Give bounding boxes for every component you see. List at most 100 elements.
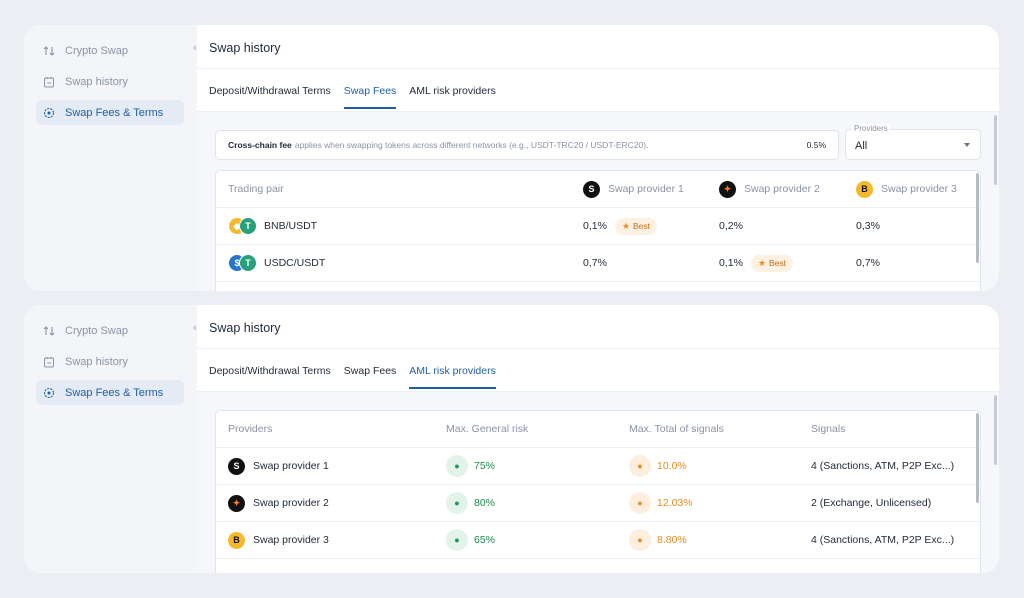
sidebar: ‹ Crypto Swap Swap history Swap Fees & T… xyxy=(24,305,197,573)
sidebar-item-swap-history[interactable]: Swap history xyxy=(36,349,184,374)
total-signals-cell: ● 8.80% xyxy=(629,522,687,558)
trading-pair-label: USDC/USDT xyxy=(264,257,326,269)
page-scrollbar[interactable] xyxy=(994,395,997,465)
collapse-sidebar-icon[interactable]: ‹ xyxy=(193,42,197,54)
sidebar-item-crypto-swap[interactable]: Crypto Swap xyxy=(36,318,184,343)
divider xyxy=(197,68,999,69)
sidebar-item-swap-history[interactable]: Swap history xyxy=(36,69,184,94)
sidebar-item-swap-fees-terms[interactable]: Swap Fees & Terms xyxy=(36,380,184,405)
aml-providers-table: Providers Max. General risk Max. Total o… xyxy=(215,410,981,573)
trading-pair-label: BNB/USDT xyxy=(264,220,318,232)
risk-drop-icon: ● xyxy=(629,492,651,514)
column-header-general-risk: Max. General risk xyxy=(446,423,529,435)
best-badge: ★ Best xyxy=(750,254,794,272)
table-row[interactable]: ◆ T BNB/USDT 0,1% ★ Best 0,2% 0,3% xyxy=(216,208,980,245)
tab-swap-fees[interactable]: Swap Fees xyxy=(343,365,397,377)
main-content: Swap history Deposit/Withdrawal Terms Sw… xyxy=(197,305,999,573)
history-icon xyxy=(43,76,55,88)
general-risk-cell: ● 65% xyxy=(446,522,495,558)
column-header-trading-pair: Trading pair xyxy=(228,183,284,195)
signals-cell: 4 (Sanctions, ATM, P2P Exc...) xyxy=(811,460,955,472)
provider-1-fee: 0,1% ★ Best xyxy=(583,208,658,244)
provider-3-fee: 0,7% xyxy=(856,257,880,269)
header-label: Swap provider 3 xyxy=(881,183,957,195)
providers-select-label: Providers xyxy=(852,124,890,133)
general-risk-value: 75% xyxy=(474,460,496,472)
provider-3-fee: 0,3% xyxy=(856,220,880,232)
sidebar-item-label: Swap history xyxy=(65,355,128,368)
sidebar-item-swap-fees-terms[interactable]: Swap Fees & Terms xyxy=(36,100,184,125)
main-content: Swap history Deposit/Withdrawal Terms Sw… xyxy=(197,25,999,291)
tab-bar: Deposit/Withdrawal Terms Swap Fees AML r… xyxy=(209,365,509,389)
table-scrollbar[interactable] xyxy=(976,173,979,263)
provider-cell: S Swap provider 1 xyxy=(228,448,329,484)
general-risk-cell: ● 80% xyxy=(446,485,495,521)
trading-pair-cell: ◆ T BNB/USDT xyxy=(228,208,317,244)
divider xyxy=(197,391,999,392)
general-risk-value: 80% xyxy=(474,497,496,509)
provider-1-fee: 0,7% xyxy=(583,257,607,269)
providers-select[interactable]: Providers All xyxy=(845,124,981,160)
divider xyxy=(197,111,999,112)
provider-2-fee: 0,1% ★ Best xyxy=(719,245,794,281)
tab-deposit-withdrawal-terms[interactable]: Deposit/Withdrawal Terms xyxy=(209,85,331,97)
provider-cell: ✦ Swap provider 2 xyxy=(228,485,329,521)
general-risk-value: 65% xyxy=(474,534,496,546)
table-scrollbar[interactable] xyxy=(976,413,979,503)
header-label: Swap provider 2 xyxy=(744,183,820,195)
coin-pair-icon: ◆ T xyxy=(228,217,258,235)
swap-provider-3-logo-icon: B xyxy=(856,180,873,198)
swap-arrows-icon xyxy=(43,325,55,337)
column-header-provider-1: S Swap provider 1 xyxy=(583,171,684,207)
column-header-total-signals: Max. Total of signals xyxy=(629,423,724,435)
page-scrollbar[interactable] xyxy=(994,115,997,185)
page-title: Swap history xyxy=(209,321,281,335)
signals-cell: 4 (Sanctions, ATM, P2P Exc...) xyxy=(811,534,955,546)
risk-drop-icon: ● xyxy=(446,492,468,514)
star-icon: ★ xyxy=(757,257,767,268)
swap-fees-table: Trading pair S Swap provider 1 ✦ Swap pr… xyxy=(215,170,981,291)
provider-name: Swap provider 3 xyxy=(253,534,329,546)
cross-chain-fee-note: Cross-chain fee applies when swapping to… xyxy=(215,130,839,160)
best-label: Best xyxy=(633,221,651,231)
swap-fees-panel: ‹ Crypto Swap Swap history Swap Fees & T… xyxy=(24,25,999,291)
provider-name: Swap provider 2 xyxy=(253,497,329,509)
coin-pair-icon: $ T xyxy=(228,254,258,272)
tab-aml-risk-providers[interactable]: AML risk providers xyxy=(409,85,496,97)
table-header: Providers Max. General risk Max. Total o… xyxy=(216,411,980,448)
table-row[interactable]: ✦ Swap provider 2 ● 80% ● 12.03% 2 (Exchan… xyxy=(216,485,980,522)
total-signals-cell: ● 10.0% xyxy=(629,448,687,484)
aml-risk-panel: ‹ Crypto Swap Swap history Swap Fees & T… xyxy=(24,305,999,573)
sidebar-item-label: Swap Fees & Terms xyxy=(65,386,164,399)
tab-deposit-withdrawal-terms[interactable]: Deposit/Withdrawal Terms xyxy=(209,365,331,377)
trading-pair-cell xyxy=(228,282,264,291)
risk-drop-icon: ● xyxy=(446,455,468,477)
fee-value: 0,1% xyxy=(719,257,743,269)
fee-value: 0,1% xyxy=(583,220,607,232)
sidebar: ‹ Crypto Swap Swap history Swap Fees & T… xyxy=(24,25,197,291)
tab-aml-risk-providers[interactable]: AML risk providers xyxy=(409,365,496,389)
best-badge: ★ Best xyxy=(614,217,658,235)
sidebar-item-label: Crypto Swap xyxy=(65,44,128,57)
table-row[interactable] xyxy=(216,282,980,291)
sidebar-item-label: Swap history xyxy=(65,75,128,88)
general-risk-cell: ● 75% xyxy=(446,448,495,484)
table-row[interactable]: B Swap provider 3 ● 65% ● 8.80% 4 (Sanctio… xyxy=(216,522,980,559)
fees-icon xyxy=(43,387,55,399)
swap-provider-1-logo-icon: S xyxy=(583,180,600,198)
sidebar-item-crypto-swap[interactable]: Crypto Swap xyxy=(36,38,184,63)
providers-select-value: All xyxy=(855,140,868,152)
swap-provider-2-logo-icon: ✦ xyxy=(228,494,245,512)
chevron-down-icon xyxy=(964,143,970,147)
history-icon xyxy=(43,356,55,368)
provider-2-fee: 0,2% xyxy=(719,220,743,232)
fee-note-title: Cross-chain fee xyxy=(228,140,292,150)
table-row[interactable]: S Swap provider 1 ● 75% ● 10.0% 4 (Sanctio… xyxy=(216,448,980,485)
sidebar-item-label: Swap Fees & Terms xyxy=(65,106,164,119)
table-row[interactable]: $ T USDC/USDT 0,7% 0,1% ★ Best 0,7% xyxy=(216,245,980,282)
swap-provider-2-logo-icon: ✦ xyxy=(719,180,736,198)
swap-provider-3-logo-icon: B xyxy=(228,531,245,549)
sidebar-item-label: Crypto Swap xyxy=(65,324,128,337)
tab-swap-fees[interactable]: Swap Fees xyxy=(343,85,396,109)
collapse-sidebar-icon[interactable]: ‹ xyxy=(193,322,197,334)
